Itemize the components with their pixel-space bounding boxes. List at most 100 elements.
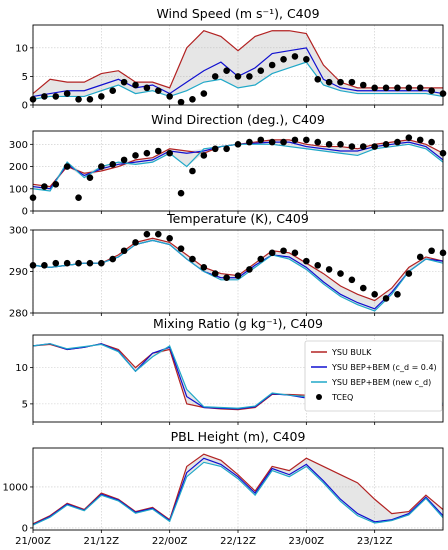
obs-point bbox=[177, 245, 185, 252]
obs-point bbox=[189, 255, 196, 263]
obs-point bbox=[120, 78, 128, 86]
obs-point bbox=[416, 84, 424, 92]
y-tick-label: 290 bbox=[9, 267, 28, 278]
obs-point bbox=[223, 274, 230, 282]
x-tick-label: 21/00Z bbox=[15, 536, 51, 547]
obs-point bbox=[132, 81, 139, 89]
obs-point bbox=[109, 161, 117, 168]
obs-point bbox=[63, 163, 71, 170]
panel-title: Wind Speed (m s⁻¹), C409 bbox=[156, 6, 319, 21]
obs-point bbox=[382, 295, 390, 302]
obs-point bbox=[177, 98, 185, 106]
obs-point bbox=[154, 87, 162, 95]
obs-point bbox=[382, 84, 390, 92]
obs-point bbox=[303, 257, 310, 265]
legend-swatch-dot bbox=[316, 394, 322, 400]
obs-point bbox=[120, 247, 128, 255]
obs-point bbox=[359, 284, 367, 292]
obs-point bbox=[268, 249, 276, 257]
obs-point bbox=[132, 239, 139, 246]
obs-point bbox=[86, 259, 94, 267]
obs-point bbox=[280, 138, 287, 146]
obs-point bbox=[211, 73, 219, 80]
series-line-3 bbox=[32, 61, 444, 100]
y-tick-label: 10 bbox=[15, 363, 28, 374]
obs-point bbox=[223, 145, 230, 153]
obs-point bbox=[303, 55, 310, 63]
obs-point bbox=[359, 81, 367, 89]
obs-point bbox=[86, 95, 94, 103]
obs-point bbox=[348, 78, 356, 86]
obs-point bbox=[166, 149, 173, 157]
x-tick-label: 22/00Z bbox=[152, 536, 188, 547]
obs-point bbox=[405, 270, 413, 277]
obs-point bbox=[98, 259, 105, 267]
obs-point bbox=[120, 156, 128, 164]
obs-point bbox=[98, 93, 105, 100]
y-tick-label: 0 bbox=[22, 523, 28, 534]
obs-point bbox=[234, 272, 242, 279]
obs-point bbox=[246, 266, 253, 273]
obs-point bbox=[337, 141, 344, 148]
obs-point bbox=[428, 87, 435, 95]
obs-point bbox=[143, 149, 151, 157]
obs-point bbox=[257, 67, 265, 75]
obs-point bbox=[154, 147, 162, 155]
obs-point bbox=[348, 143, 356, 150]
obs-point bbox=[405, 84, 413, 92]
y-tick-label: 5 bbox=[22, 72, 28, 83]
obs-point bbox=[428, 247, 435, 255]
obs-point bbox=[257, 255, 265, 263]
panel-title: PBL Height (m), C409 bbox=[171, 429, 306, 444]
obs-point bbox=[303, 136, 310, 144]
legend-label: YSU BEP+BEM (c_d = 0.4) bbox=[331, 363, 437, 372]
obs-point bbox=[246, 73, 253, 80]
obs-point bbox=[109, 255, 117, 263]
x-tick-label: 21/12Z bbox=[83, 536, 119, 547]
y-tick-label: 200 bbox=[9, 162, 28, 173]
obs-point bbox=[109, 87, 117, 95]
y-tick-label: 10 bbox=[15, 43, 28, 54]
obs-point bbox=[75, 194, 82, 201]
obs-point bbox=[177, 189, 185, 197]
series-line-3 bbox=[32, 461, 444, 526]
panel-title: Mixing Ratio (g kg⁻¹), C409 bbox=[153, 316, 323, 331]
y-tick-label: 5 bbox=[22, 399, 28, 410]
obs-point bbox=[314, 261, 322, 269]
y-tick-label: 280 bbox=[9, 309, 28, 320]
obs-point bbox=[280, 55, 287, 63]
obs-point bbox=[154, 230, 162, 238]
obs-point bbox=[200, 152, 208, 159]
obs-point bbox=[257, 136, 265, 144]
legend-label: YSU BEP+BEM (new c_d) bbox=[331, 378, 431, 387]
obs-point bbox=[166, 235, 173, 242]
obs-point bbox=[234, 73, 242, 80]
obs-point bbox=[337, 270, 344, 277]
obs-point bbox=[211, 270, 219, 277]
obs-point bbox=[371, 291, 378, 298]
obs-point bbox=[63, 90, 71, 97]
obs-point bbox=[41, 93, 48, 100]
y-tick-label: 0 bbox=[22, 207, 28, 218]
obs-point bbox=[371, 143, 378, 150]
obs-point bbox=[166, 93, 173, 100]
spread-band bbox=[33, 238, 443, 311]
legend-box bbox=[304, 340, 443, 412]
obs-point bbox=[41, 183, 48, 190]
obs-point bbox=[291, 53, 299, 60]
obs-point bbox=[268, 61, 276, 69]
obs-point bbox=[359, 143, 367, 150]
obs-point bbox=[394, 84, 401, 92]
obs-point bbox=[405, 134, 413, 141]
obs-point bbox=[63, 259, 71, 267]
obs-point bbox=[348, 276, 356, 284]
obs-point bbox=[416, 136, 424, 144]
obs-point bbox=[246, 138, 253, 146]
y-tick-label: 300 bbox=[9, 226, 28, 237]
obs-point bbox=[234, 141, 242, 148]
obs-point bbox=[223, 67, 230, 75]
legend-label: TCEQ bbox=[331, 393, 353, 402]
panel-2: Wind Direction (deg.), C409 0 100 200 300 bbox=[9, 112, 447, 218]
x-tick-label: 23/12Z bbox=[357, 536, 393, 547]
